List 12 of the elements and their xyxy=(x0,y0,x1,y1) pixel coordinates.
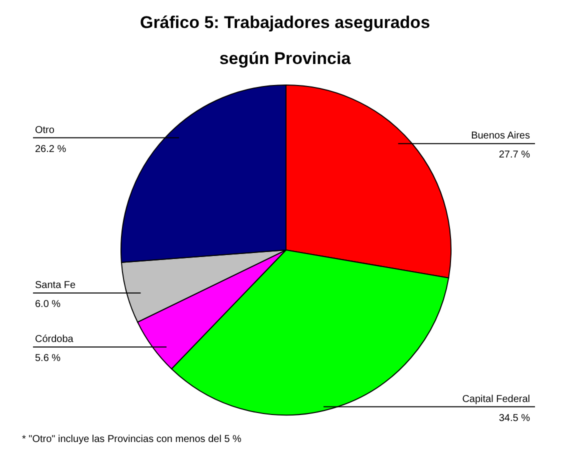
slice-label: Capital Federal xyxy=(462,394,530,405)
slice-label: Córdoba xyxy=(35,334,74,345)
text: * "Otro" incluye las Provincias con menos del 5 % xyxy=(22,434,242,445)
chart-title: Gráfico 5: Trabajadores asegurados según Provincia xyxy=(140,13,430,68)
data-label: 34.5 % xyxy=(498,412,530,424)
slice-label: Santa Fe xyxy=(35,280,76,292)
slice-label: Buenos Aires xyxy=(471,130,530,142)
data-label: 26.2 % xyxy=(35,144,66,155)
data-label: 27.7 % xyxy=(498,150,530,161)
data-label: 6.0 % xyxy=(35,299,61,310)
slice-label: Otro xyxy=(35,124,55,136)
data-label: 5.6 % xyxy=(35,352,61,364)
